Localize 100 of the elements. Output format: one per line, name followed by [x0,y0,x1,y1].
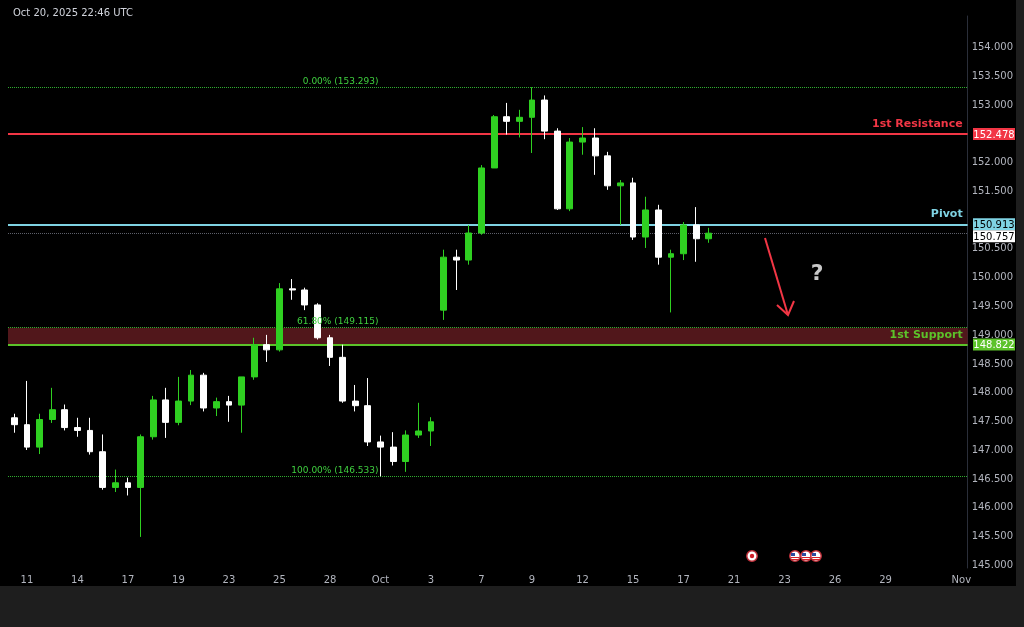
candlestick [200,372,207,412]
x-tick-label: 25 [273,573,286,585]
ref-line-label: 1st Support [889,327,963,341]
ref-line-label: Pivot [930,207,963,221]
y-tick-label: 147.000 [971,443,1014,455]
y-tick-label: 150.500 [971,242,1014,254]
annotation: ? [810,259,824,285]
candlestick [440,249,447,321]
x-tick-label: 9 [528,573,536,585]
candlestick [339,344,346,404]
annotation: 100.00% (146.533) [291,464,379,475]
candlestick [693,206,700,263]
x-tick-label: 17 [121,573,135,585]
candlestick [238,376,245,434]
x-tick-label: 26 [828,573,842,585]
candlestick [503,102,510,136]
candlestick [478,164,485,236]
candlestick [428,416,434,447]
candlestick [491,114,498,169]
candlestick [112,469,119,493]
y-tick-label: 149.500 [971,300,1014,312]
x-tick-label: 23 [778,573,791,585]
candlestick [377,435,384,477]
candlestick [327,334,333,367]
candlestick [364,377,371,447]
candlestick [579,126,586,156]
candlestick [301,287,308,311]
y-tick-label: 146.500 [971,472,1014,484]
candlestick [554,127,561,211]
ref-line-label: 1st Resistance [872,117,963,130]
candlestick [150,395,157,441]
y-tick-label: 151.500 [971,184,1014,196]
x-tick-label: 15 [626,573,640,585]
candlestick [604,151,611,191]
candlestick [61,404,68,431]
candlestick [188,369,194,406]
text: 148.822 [973,339,1015,351]
y-tick-label: 154.000 [971,41,1014,53]
candlestick [642,196,649,249]
x-tick-label: 23 [222,573,236,585]
candlestick [465,224,472,266]
x-tick-label: 12 [576,573,589,585]
y-tick-label: 146.000 [971,501,1014,513]
candlestick [11,413,18,434]
candlestick [251,337,258,381]
y-tick-label: 152.000 [971,156,1014,168]
x-tick-label: 11 [20,573,34,585]
candlestick [705,227,712,244]
candlestick [226,395,232,423]
annotation: 0.00% (153.293) [302,75,379,86]
candlestick [529,86,535,154]
candlestick [680,221,687,261]
candlestick [49,387,56,424]
y-tick-label: 149.000 [971,328,1014,340]
candlestick [87,417,93,456]
chart-title: Oct 20, 2025 22:46 UTC [13,6,134,18]
candlestick [566,137,573,212]
candlestick [668,249,674,313]
candlestick [541,94,548,140]
x-tick-label: 3 [427,573,435,585]
candlestick [415,402,422,439]
y-tick-label: 147.500 [971,415,1014,427]
y-tick-label: 145.000 [971,559,1014,571]
candlestick [24,380,30,451]
candlestick [592,127,599,176]
candlestick [99,433,106,491]
x-tick-label: 29 [879,573,892,585]
candlestick [125,477,131,496]
text: 150.757 [973,230,1015,242]
x-tick-label: Oct [371,573,390,585]
candlestick [289,278,296,301]
candlestick [213,397,220,417]
text: 152.478 [973,128,1015,140]
candlestick [276,282,283,353]
y-tick-label: 153.500 [971,69,1014,81]
candlestick [162,387,169,439]
x-tick-label: 28 [323,573,337,585]
candlestick [175,376,182,426]
candlestick [402,429,409,473]
candlestick [453,249,460,291]
candlestick [390,431,397,467]
candlestick [617,179,624,226]
x-tick-label: Nov [951,573,972,585]
x-tick-label: 7 [478,573,485,585]
x-tick-label: 21 [727,573,741,585]
candlestick [74,417,81,438]
candlestick [655,204,662,266]
x-tick-label: 17 [677,573,690,585]
candlestick [36,413,43,455]
y-tick-label: 153.000 [971,98,1014,110]
candlestick [630,177,636,241]
candlestick [263,334,270,363]
y-tick-label: 150.000 [971,271,1014,283]
y-tick-label: 148.000 [971,386,1014,398]
text: 150.913 [973,218,1015,230]
y-tick-label: 145.500 [971,530,1014,542]
candlestick [516,109,523,138]
x-tick-label: 14 [71,573,84,585]
candlestick [137,433,144,538]
x-tick-label: 19 [172,573,185,585]
